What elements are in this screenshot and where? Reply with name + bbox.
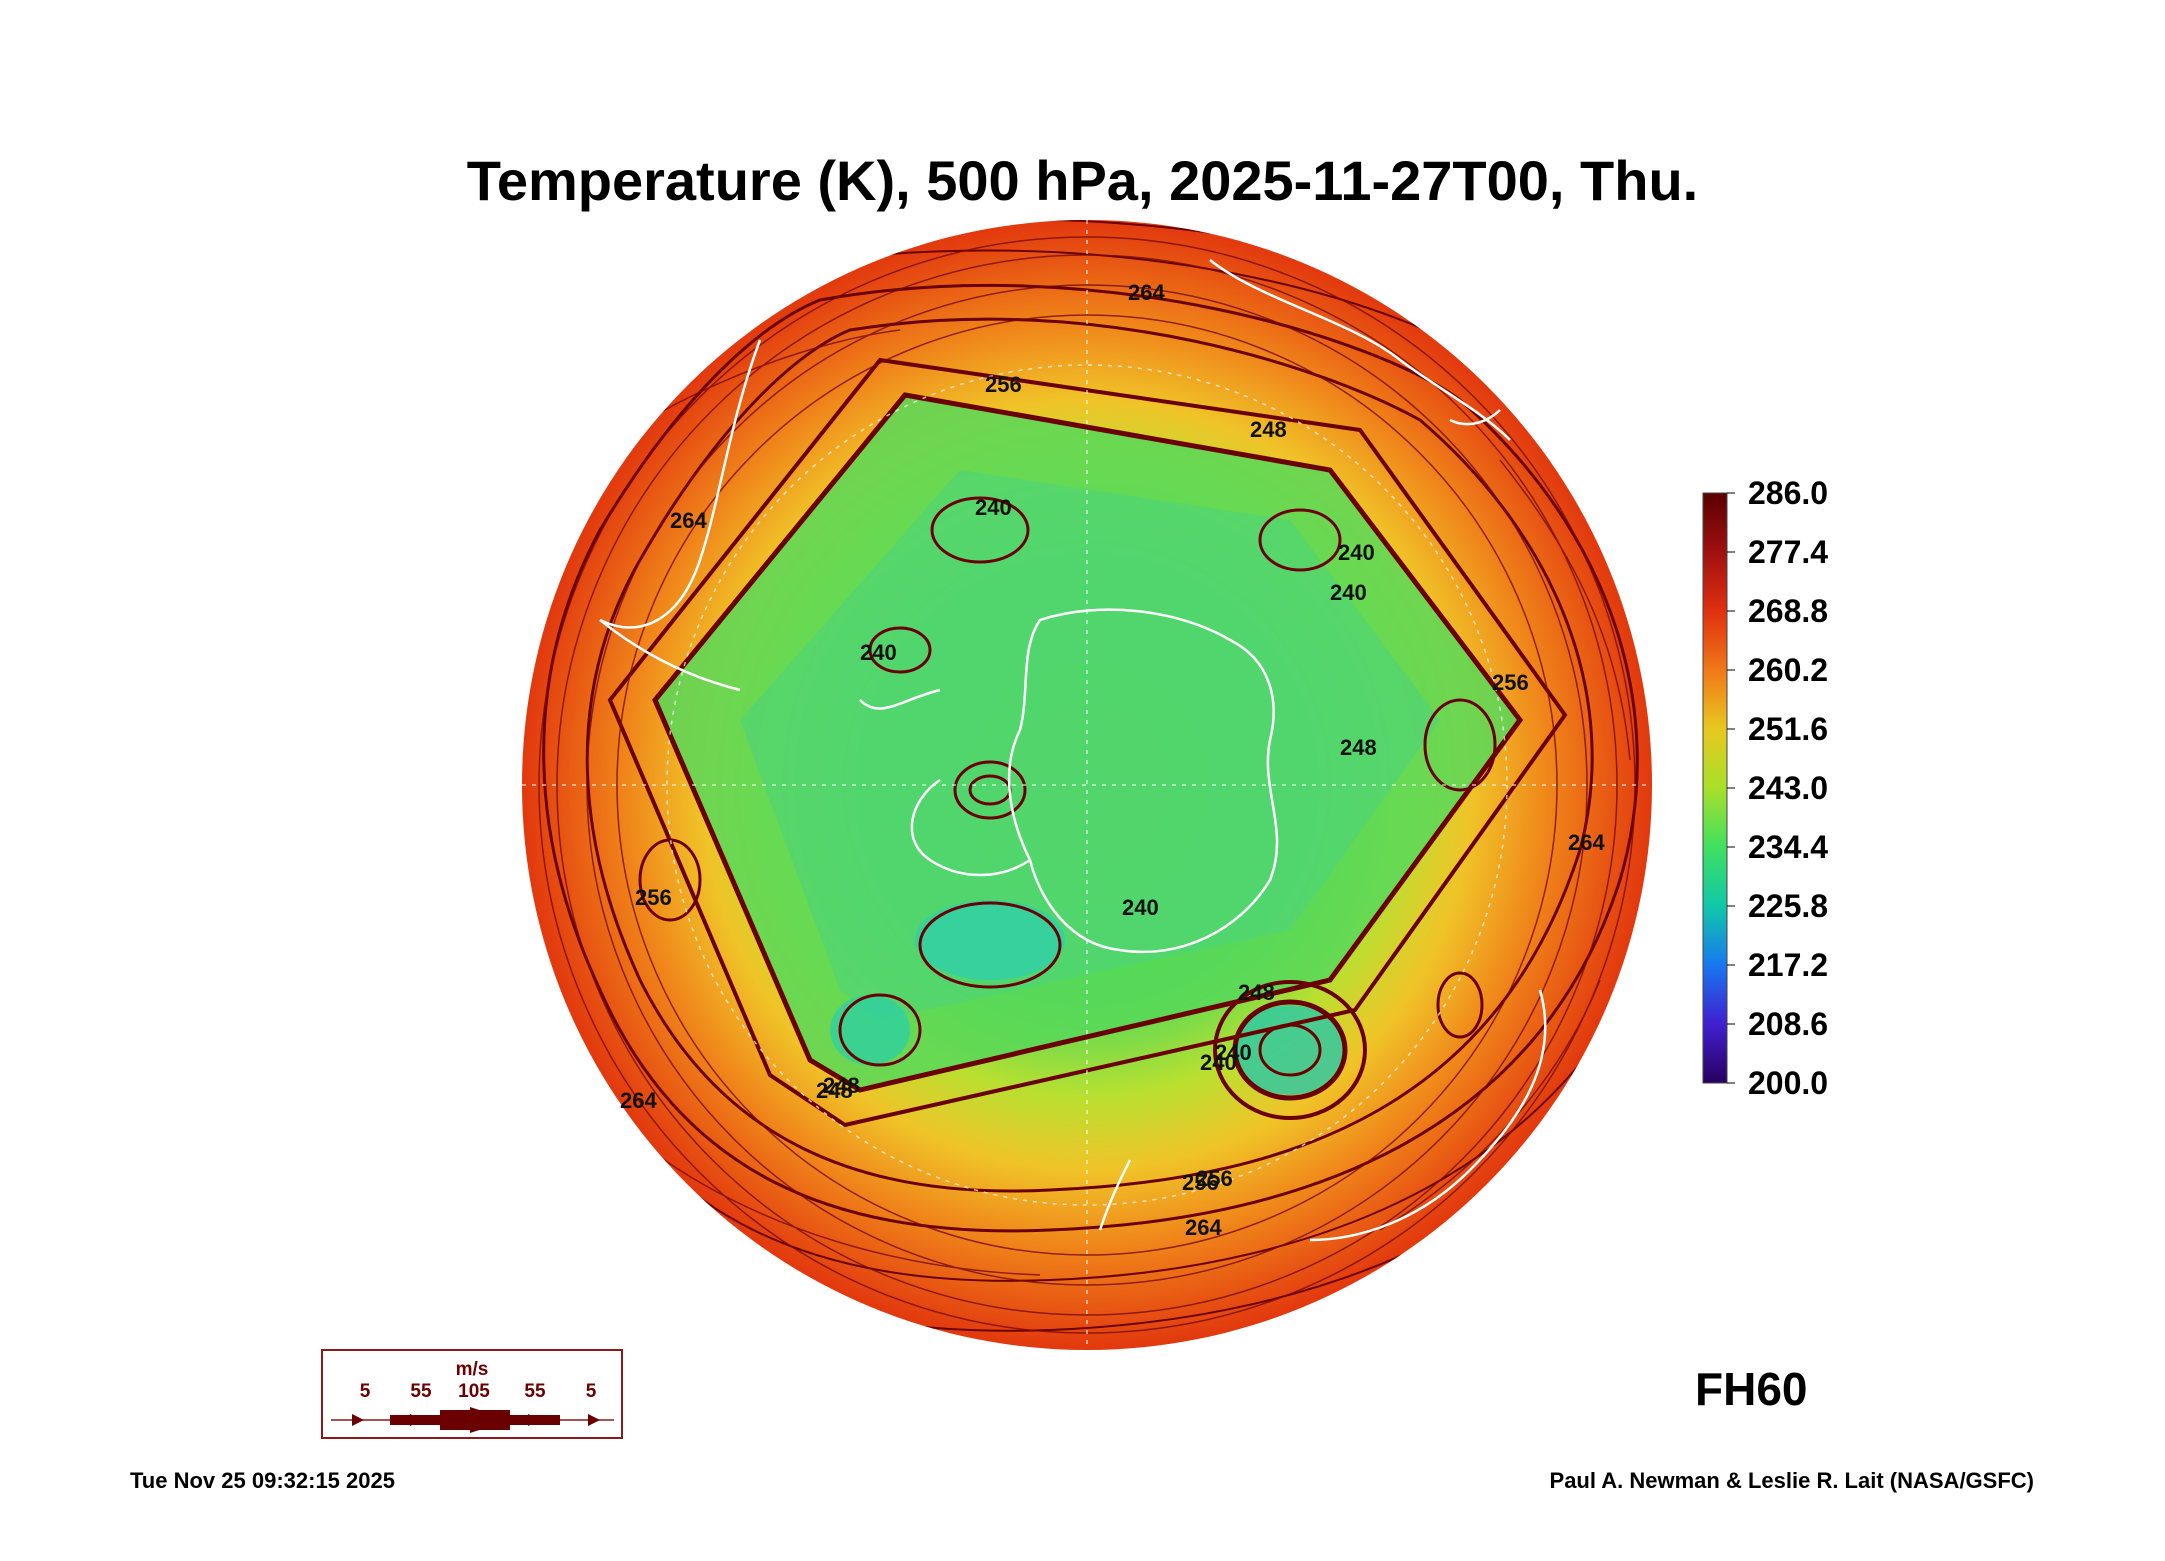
contour-label: 256 bbox=[1182, 1170, 1219, 1195]
contour-label: 264 bbox=[1568, 830, 1605, 855]
contour-label: 248 bbox=[1238, 980, 1275, 1005]
colorbar-label: 234.4 bbox=[1748, 829, 1829, 865]
wind-legend: m/s 5 55 105 55 5 bbox=[321, 1349, 623, 1439]
colorbar-label: 208.6 bbox=[1748, 1006, 1829, 1042]
wind-unit: m/s bbox=[455, 1359, 489, 1380]
contour-label: 240 bbox=[975, 495, 1012, 520]
colorbar-label: 260.2 bbox=[1748, 652, 1829, 688]
contour-label: 256 bbox=[985, 372, 1022, 397]
chart-title: Temperature (K), 500 hPa, 2025-11-27T00,… bbox=[466, 149, 1699, 212]
streamlines bbox=[538, 236, 1636, 1334]
graticule bbox=[522, 220, 1652, 1350]
contour-label: 248 bbox=[816, 1078, 853, 1103]
contour-label: 264 bbox=[670, 508, 707, 533]
cold-pocket bbox=[915, 900, 1065, 980]
coastlines bbox=[599, 259, 1547, 1242]
contour-label: 248 bbox=[1250, 417, 1287, 442]
wind-value: 55 bbox=[524, 1381, 546, 1402]
colorbar-label: 243.0 bbox=[1748, 770, 1829, 806]
colorbar-label: 217.2 bbox=[1748, 947, 1829, 983]
contour-label: 240 bbox=[1200, 1050, 1237, 1075]
wind-legend-arrow bbox=[331, 1407, 614, 1433]
contour-label: 240 bbox=[1122, 895, 1159, 920]
colorbar-label: 251.6 bbox=[1748, 711, 1829, 747]
generation-timestamp: Tue Nov 25 09:32:15 2025 bbox=[130, 1468, 395, 1493]
colorbar-label: 268.8 bbox=[1748, 593, 1829, 629]
colorbar-label: 277.4 bbox=[1748, 534, 1829, 570]
contour-label: 240 bbox=[1330, 580, 1367, 605]
credit-line: Paul A. Newman & Leslie R. Lait (NASA/GS… bbox=[1549, 1468, 2034, 1493]
contour-label: 256 bbox=[1492, 670, 1529, 695]
contour-label: 240 bbox=[1215, 1040, 1252, 1065]
contour-label: 248 bbox=[1340, 735, 1377, 760]
contour-label: 256 bbox=[635, 885, 672, 910]
contour-label: 248 bbox=[823, 1073, 860, 1098]
wind-value: 105 bbox=[458, 1381, 490, 1402]
wind-value: 55 bbox=[410, 1381, 432, 1402]
contour-label: 240 bbox=[860, 640, 897, 665]
contour-label: 240 bbox=[1338, 540, 1375, 565]
contour-label: 264 bbox=[1185, 1215, 1222, 1240]
colorbar-label: 286.0 bbox=[1748, 475, 1829, 511]
contour-label: 264 bbox=[620, 1088, 657, 1113]
contour-label: 256 bbox=[1196, 1166, 1233, 1191]
wind-value: 5 bbox=[359, 1381, 371, 1402]
contour-labels: 264 256 248 240 240 240 264 256 256 248 … bbox=[620, 280, 1605, 1240]
colorbar-ticks bbox=[1727, 492, 1735, 1084]
wind-value: 5 bbox=[585, 1381, 597, 1402]
colorbar bbox=[1702, 492, 1728, 1084]
contour-label: 264 bbox=[1128, 280, 1165, 305]
forecast-hour-label: FH60 bbox=[1695, 1363, 1808, 1415]
colorbar-label: 200.0 bbox=[1748, 1065, 1829, 1101]
colorbar-label: 225.8 bbox=[1748, 888, 1829, 924]
